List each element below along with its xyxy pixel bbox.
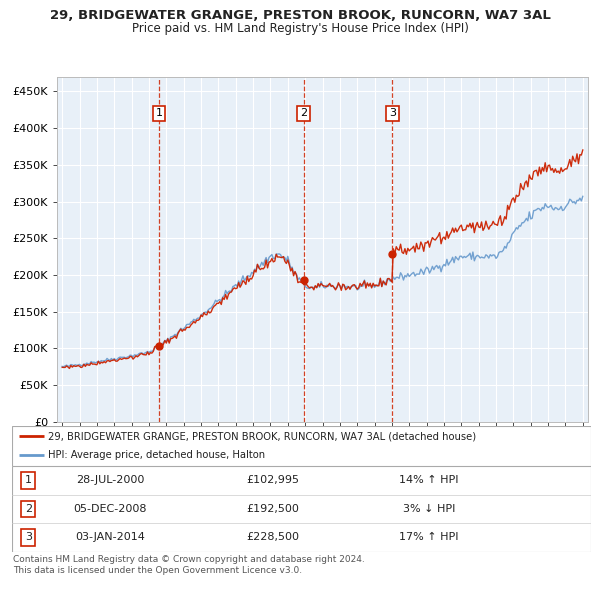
Text: 1: 1 xyxy=(25,476,32,486)
Text: 3% ↓ HPI: 3% ↓ HPI xyxy=(403,504,455,514)
Text: 2: 2 xyxy=(300,109,307,119)
Text: 28-JUL-2000: 28-JUL-2000 xyxy=(76,476,145,486)
Text: 3: 3 xyxy=(389,109,396,119)
Text: £192,500: £192,500 xyxy=(246,504,299,514)
Text: 1: 1 xyxy=(155,109,163,119)
Text: 29, BRIDGEWATER GRANGE, PRESTON BROOK, RUNCORN, WA7 3AL (detached house): 29, BRIDGEWATER GRANGE, PRESTON BROOK, R… xyxy=(48,431,476,441)
Text: 29, BRIDGEWATER GRANGE, PRESTON BROOK, RUNCORN, WA7 3AL: 29, BRIDGEWATER GRANGE, PRESTON BROOK, R… xyxy=(50,9,550,22)
Text: 14% ↑ HPI: 14% ↑ HPI xyxy=(399,476,458,486)
Text: 3: 3 xyxy=(25,532,32,542)
Text: 03-JAN-2014: 03-JAN-2014 xyxy=(76,532,145,542)
Text: Price paid vs. HM Land Registry's House Price Index (HPI): Price paid vs. HM Land Registry's House … xyxy=(131,22,469,35)
Text: £228,500: £228,500 xyxy=(246,532,299,542)
Text: HPI: Average price, detached house, Halton: HPI: Average price, detached house, Halt… xyxy=(48,450,265,460)
Text: 2: 2 xyxy=(25,504,32,514)
Text: 05-DEC-2008: 05-DEC-2008 xyxy=(74,504,147,514)
Text: 17% ↑ HPI: 17% ↑ HPI xyxy=(399,532,458,542)
Text: Contains HM Land Registry data © Crown copyright and database right 2024.
This d: Contains HM Land Registry data © Crown c… xyxy=(13,555,365,575)
Text: £102,995: £102,995 xyxy=(246,476,299,486)
